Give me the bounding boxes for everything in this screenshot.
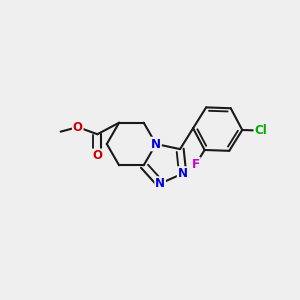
Text: O: O xyxy=(73,121,83,134)
Text: N: N xyxy=(178,167,188,180)
Text: O: O xyxy=(92,149,102,162)
Text: Cl: Cl xyxy=(254,124,267,137)
Text: N: N xyxy=(155,177,165,190)
Text: N: N xyxy=(151,137,161,151)
Text: F: F xyxy=(192,158,200,171)
